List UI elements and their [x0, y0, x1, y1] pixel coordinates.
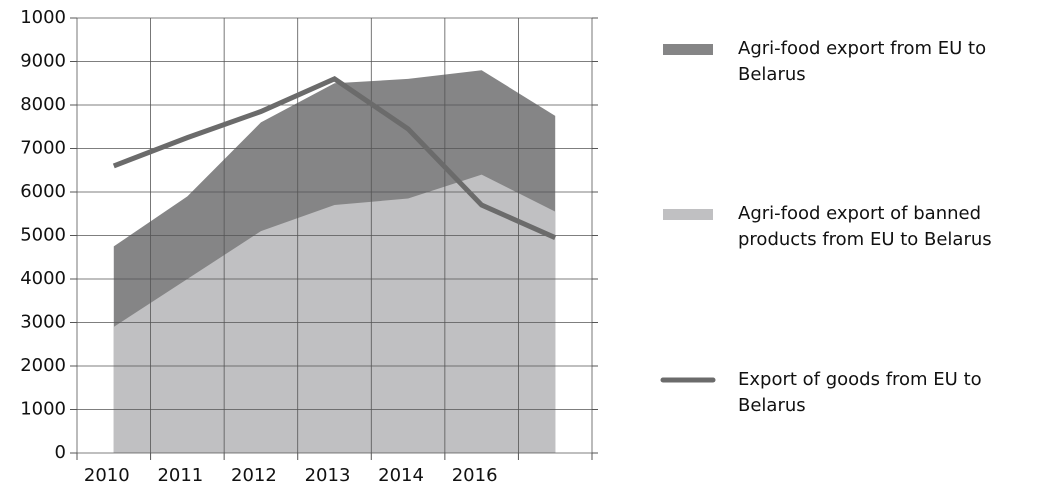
y-tick-label: 4000 [20, 268, 66, 289]
y-tick-label: 3000 [20, 312, 66, 333]
y-tick-label: 7000 [20, 138, 66, 159]
y-tick-label: 6000 [20, 181, 66, 202]
x-tick-label: 2011 [157, 465, 203, 486]
y-tick-label: 9000 [20, 51, 66, 72]
legend-swatch [663, 209, 713, 220]
legend-label: Export of goods from EU to Belarus [738, 369, 982, 416]
y-tick-label: 5000 [20, 225, 66, 246]
x-tick-label: 2014 [378, 465, 424, 486]
x-tick-label: 2016 [452, 465, 498, 486]
y-tick-label: 2000 [20, 355, 66, 376]
y-tick-label: 0 [55, 442, 66, 463]
x-tick-label: 2010 [84, 465, 130, 486]
y-tick-label: 1000 [20, 7, 66, 28]
legend-label: Agri-food export of banned products from… [738, 203, 992, 250]
y-tick-label: 8000 [20, 94, 66, 115]
legend-swatch [663, 44, 713, 55]
x-tick-label: 2013 [305, 465, 351, 486]
line [112, 76, 557, 240]
y-tick-label: 1000 [20, 399, 66, 420]
legend-label: Agri-food export from EU to Belarus [738, 38, 987, 85]
x-tick-label: 2012 [231, 465, 277, 486]
